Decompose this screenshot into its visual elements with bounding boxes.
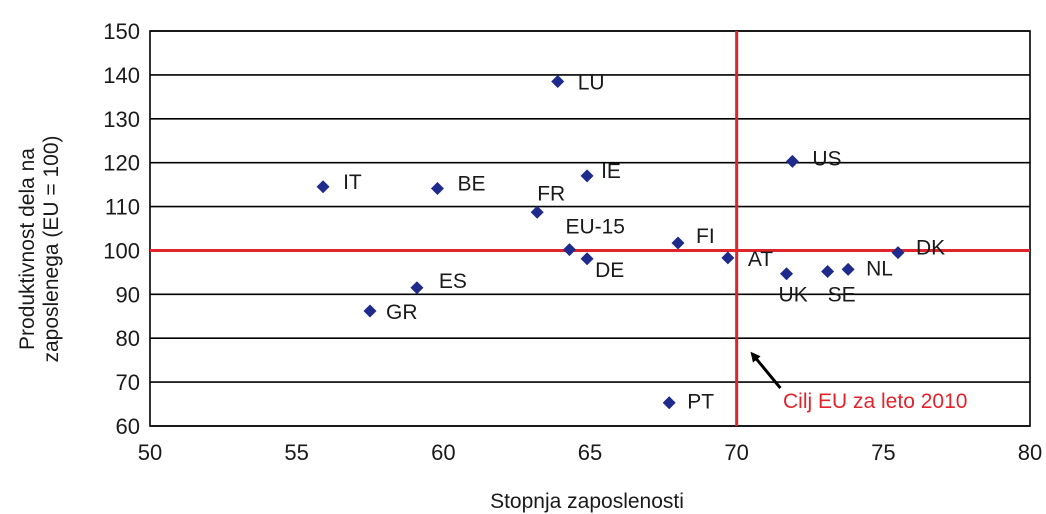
y-tick-label-130: 130: [103, 107, 140, 132]
point-fi: [671, 236, 685, 250]
point-at: [721, 251, 735, 265]
plot-frame: [149, 30, 1031, 427]
point-label-pt: PT: [687, 391, 714, 414]
point-uk: [780, 267, 794, 281]
point-label-fi: FI: [696, 225, 715, 248]
point-us: [785, 154, 799, 168]
point-gr: [363, 304, 377, 318]
annotation-text: Cilj EU za leto 2010: [783, 390, 967, 413]
point-label-be: BE: [457, 173, 485, 196]
point-de: [580, 252, 594, 266]
point-label-gr: GR: [386, 301, 418, 324]
y-tick-label-150: 150: [103, 19, 140, 44]
point-label-es: ES: [439, 270, 467, 293]
point-label-eu-15: EU-15: [565, 216, 625, 239]
point-label-se: SE: [828, 284, 856, 307]
y-tick-label-60: 60: [116, 414, 140, 439]
point-ie: [580, 169, 594, 183]
y-tick-label-140: 140: [103, 63, 140, 88]
point-lu: [551, 74, 565, 88]
point-label-nl: NL: [866, 257, 893, 280]
x-tick-label-75: 75: [871, 440, 895, 465]
point-label-de: DE: [595, 259, 624, 282]
point-es: [410, 281, 424, 295]
y-tick-label-100: 100: [103, 238, 140, 263]
x-tick-label-70: 70: [724, 440, 748, 465]
y-axis-title-line-2: zaposlenega (EU = 100): [40, 135, 63, 362]
point-label-it: IT: [343, 171, 362, 194]
x-tick-label-65: 65: [578, 440, 602, 465]
point-label-dk: DK: [916, 237, 945, 260]
point-label-fr: FR: [537, 182, 565, 205]
x-tick-label-80: 80: [1018, 440, 1042, 465]
annotation-arrow: [750, 351, 782, 390]
y-tick-label-110: 110: [105, 195, 140, 220]
point-dk: [891, 246, 905, 260]
y-axis-title-line-1: Produktivnost dela na: [16, 148, 39, 350]
point-label-at: AT: [748, 248, 773, 271]
point-se: [821, 265, 835, 279]
x-tick-label-55: 55: [284, 440, 308, 465]
point-be: [430, 182, 444, 196]
x-tick-label-50: 50: [138, 440, 162, 465]
x-tick-label-60: 60: [431, 440, 455, 465]
y-tick-label-120: 120: [103, 151, 140, 176]
y-tick-label-90: 90: [116, 282, 140, 307]
y-tick-label-70: 70: [116, 370, 140, 395]
point-label-us: US: [812, 147, 841, 170]
point-label-uk: UK: [779, 284, 808, 307]
point-fr: [530, 205, 544, 219]
x-axis-title: Stopnja zaposlenosti: [490, 490, 684, 513]
point-it: [316, 180, 330, 194]
y-tick-label-80: 80: [116, 326, 140, 351]
point-label-lu: LU: [578, 71, 605, 94]
point-pt: [662, 396, 676, 410]
point-eu-15: [562, 243, 576, 257]
point-nl: [841, 262, 855, 276]
point-label-ie: IE: [601, 160, 621, 183]
